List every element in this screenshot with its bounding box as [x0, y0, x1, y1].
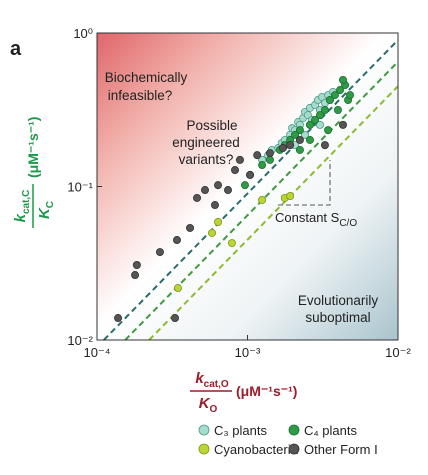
point [325, 96, 334, 105]
point [305, 135, 314, 144]
legend-label: Other Form I [304, 442, 378, 457]
constant-label: Constant SC/O [275, 210, 357, 229]
point [214, 218, 223, 227]
point [227, 239, 236, 248]
point [171, 314, 180, 323]
point [330, 91, 339, 100]
y-tick-label: 10⁰ [73, 26, 93, 41]
constant-sub: C/O [339, 218, 357, 229]
point [336, 86, 345, 95]
point [214, 181, 223, 190]
annotation: variants? [179, 152, 234, 167]
point [286, 192, 295, 201]
point [258, 195, 267, 204]
point [265, 149, 274, 158]
annotation: suboptimal [305, 310, 370, 325]
x-label-num-sub: cat,O [204, 379, 229, 390]
point [265, 155, 274, 164]
point [246, 170, 255, 179]
y-label-den-k: K [36, 207, 53, 219]
annotation: Evolutionarily [298, 293, 379, 308]
y-label-den-sub: C [45, 201, 56, 208]
annotation: infeasible? [108, 88, 173, 103]
point [210, 201, 219, 210]
point [186, 223, 195, 232]
point [173, 284, 182, 293]
point [295, 135, 304, 144]
y-label-units: (μM⁻¹s⁻¹) [25, 117, 41, 178]
point [193, 193, 202, 202]
point [235, 155, 244, 164]
point [114, 314, 123, 323]
point [258, 161, 267, 170]
x-axis-label: kcat,O KO (μM⁻¹s⁻¹) [190, 370, 297, 415]
point [132, 261, 141, 270]
x-label-den-k: K [199, 395, 211, 412]
x-tick-label: 10⁻⁴ [84, 345, 111, 360]
point [338, 120, 347, 129]
point [333, 106, 342, 115]
annotation: engineered [172, 135, 240, 150]
y-tick-label: 10⁻² [67, 333, 93, 348]
point [208, 228, 217, 237]
point [131, 271, 140, 280]
legend-label: Cyanobacteria [214, 442, 299, 457]
point [346, 91, 355, 100]
marks [103, 39, 399, 341]
x-tick-label: 10⁻³ [235, 345, 261, 360]
x-label-num: kcat,O [195, 370, 229, 390]
y-label-num-sub: cat,C [21, 190, 32, 214]
panel-label: a [10, 38, 22, 60]
point [311, 116, 320, 125]
legend: C₃ plants C₄ plants Cyanobacteria Other For… [198, 423, 378, 457]
point [253, 151, 262, 160]
y-tick-label: 10⁻¹ [67, 180, 93, 195]
constant-text: Constant S [275, 210, 340, 225]
legend-marker [198, 424, 210, 436]
point [240, 181, 249, 190]
legend-label: C₄ plants [304, 423, 357, 438]
reference-line [103, 39, 399, 341]
point [315, 111, 324, 120]
point [295, 145, 304, 154]
legend-label: C₃ plants [214, 423, 267, 438]
point [172, 236, 181, 245]
x-label-num-k: k [195, 370, 204, 387]
x-label-units: (μM⁻¹s⁻¹) [236, 383, 297, 399]
point [286, 141, 295, 150]
point [305, 120, 314, 129]
legend-marker [198, 443, 210, 455]
point [231, 166, 240, 175]
y-label-num: kcat,C [12, 190, 32, 223]
x-label-den: KO [199, 395, 218, 415]
point [324, 126, 333, 135]
y-label-den: KC [36, 201, 56, 219]
y-label-num-k: k [12, 213, 29, 222]
x-tick-label: 10⁻² [385, 345, 411, 360]
annotation: Biochemically [105, 70, 188, 85]
point [320, 141, 329, 150]
point [155, 248, 164, 257]
point [295, 126, 304, 135]
legend-marker [288, 443, 300, 455]
point [315, 120, 324, 129]
constant-bracket [278, 160, 331, 206]
point [223, 186, 232, 195]
x-label-den-sub: O [210, 404, 218, 415]
point [291, 130, 300, 139]
legend-marker [288, 424, 300, 436]
point [338, 76, 347, 85]
point [278, 144, 287, 153]
point [300, 130, 309, 139]
annotation: Possible [186, 118, 237, 133]
point [320, 106, 329, 115]
point [201, 186, 210, 195]
y-axis-label: kcat,C KC (μM⁻¹s⁻¹) [12, 117, 56, 228]
